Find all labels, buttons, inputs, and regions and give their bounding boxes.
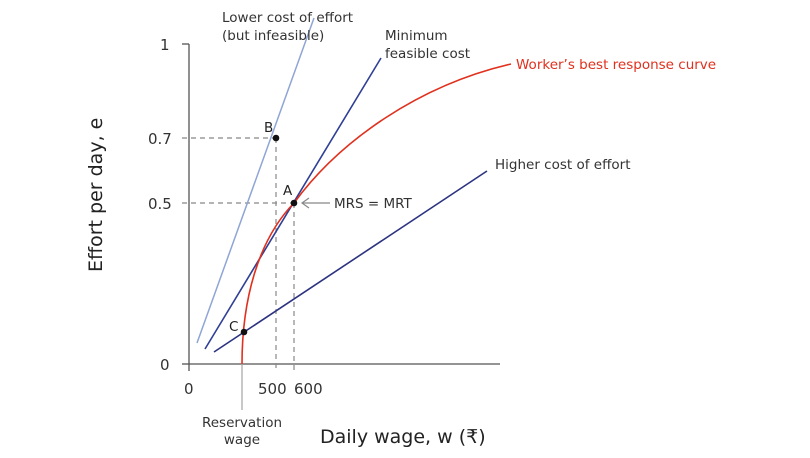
y-tick-0-7: 0.7 — [148, 130, 172, 148]
y-tick-0: 0 — [160, 356, 170, 374]
point-b-label: B — [264, 120, 273, 136]
guide-lines — [182, 137, 295, 372]
mrs-mrt-arrow — [300, 197, 330, 209]
x-tick-500: 500 — [258, 380, 287, 398]
point-a-label: A — [283, 183, 293, 199]
x-axis-title: Daily wage, w (₹) — [320, 426, 486, 448]
point-a — [290, 199, 298, 207]
x-axis — [188, 363, 500, 371]
point-c — [240, 328, 248, 336]
y-axis-title: Effort per day, e — [85, 118, 107, 272]
minimum-feasible-label-2: feasible cost — [385, 46, 470, 62]
lower-cost-label-1: Lower cost of effort — [222, 10, 353, 26]
higher-cost-line — [213, 170, 488, 353]
higher-cost-label: Higher cost of effort — [495, 157, 631, 173]
lower-cost-line — [196, 17, 315, 344]
y-tick-1: 1 — [160, 36, 170, 54]
best-response-label: Worker’s best response curve — [516, 57, 716, 73]
best-response-curve — [241, 63, 512, 365]
minimum-feasible-label-1: Minimum — [385, 28, 448, 44]
x-tick-0: 0 — [184, 380, 194, 398]
lower-cost-label-2: (but infeasible) — [222, 28, 324, 44]
reservation-wage-label-2: wage — [224, 432, 260, 448]
mrs-mrt-label: MRS = MRT — [334, 196, 413, 212]
point-b — [272, 134, 280, 142]
point-c-label: C — [229, 319, 238, 335]
y-axis — [182, 43, 190, 365]
y-tick-0-5: 0.5 — [148, 195, 172, 213]
x-tick-600: 600 — [294, 380, 323, 398]
reservation-wage-label-1: Reservation — [202, 415, 282, 431]
